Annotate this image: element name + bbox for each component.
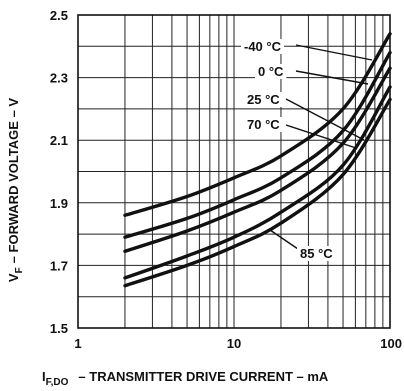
series-line-70c [123,85,392,280]
leader-line [285,98,365,141]
label-background [241,39,284,54]
y-tick-label: 2.1 [50,133,68,148]
y-tick-label: 1.5 [50,321,68,336]
x-tick-labels: 1 10 100 [74,336,402,351]
series-line-25c [123,66,392,253]
grid [78,15,390,328]
y-tick-label: 2.5 [50,8,68,23]
y-tick-labels: 1.5 1.7 1.9 2.1 2.3 2.5 [50,8,68,336]
leader-line [269,229,299,250]
x-tick-label: 100 [380,336,402,351]
series-labels: -40 °C 0 °C 25 °C 70 °C 85 °C [241,39,336,261]
label-background [244,92,283,107]
leader-line [295,70,369,85]
label-background [244,117,283,132]
x-tick-label: 10 [227,336,241,351]
series-line-85c [123,97,392,288]
label-background [297,246,336,261]
leader-line [285,124,357,149]
series-group [123,32,392,288]
series-line-minus40c [123,32,392,217]
series-label-minus40c: -40 °C [244,39,282,54]
x-axis-label: IF,DO – TRANSMITTER DRIVE CURRENT – mA [42,369,329,388]
y-axis-label: VF– FORWARD VOLTAGE – V [6,98,25,283]
label-background [255,64,287,79]
plot-frame [77,14,391,329]
leader-line [295,44,373,61]
y-tick-label: 1.9 [50,196,68,211]
series-label-70c: 70 °C [247,117,280,132]
series-label-85c: 85 °C [300,246,333,261]
y-tick-label: 1.7 [50,258,68,273]
series-label-25c: 25 °C [247,92,280,107]
label-leaders [269,44,373,250]
x-tick-label: 1 [74,336,81,351]
y-tick-label: 2.3 [50,71,68,86]
series-line-0c [123,50,392,239]
series-label-0c: 0 °C [258,64,284,79]
